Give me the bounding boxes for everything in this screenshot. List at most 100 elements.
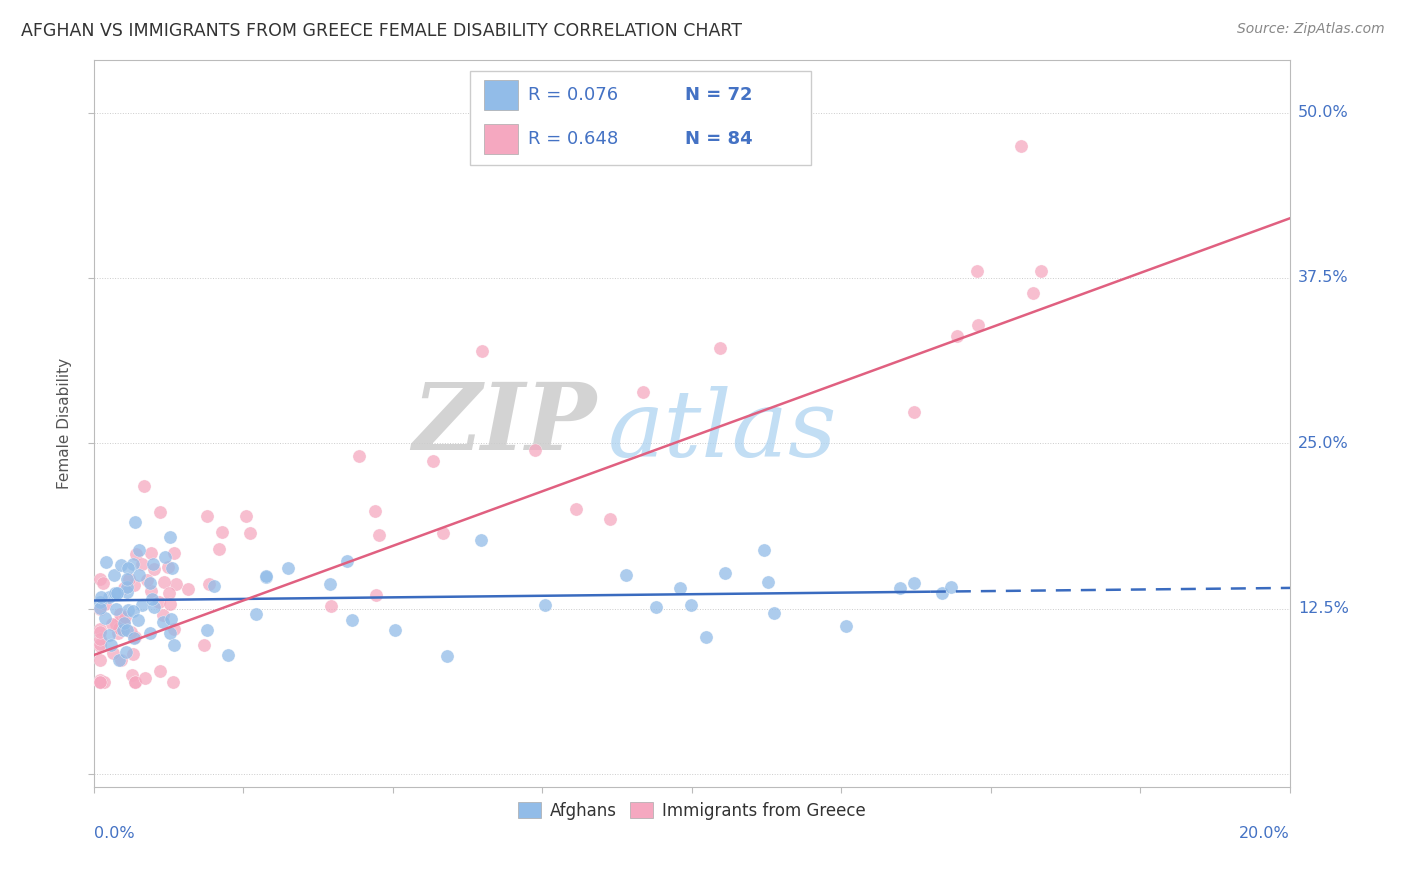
Point — [1029, 264, 1052, 278]
Point — [103, 646, 125, 660]
Point — [156, 560, 179, 574]
Legend: Afghans, Immigrants from Greece: Afghans, Immigrants from Greece — [512, 795, 872, 826]
Point — [134, 478, 156, 492]
Point — [163, 638, 186, 652]
Point — [889, 582, 911, 596]
Point — [752, 542, 775, 557]
Point — [93, 674, 115, 689]
Point — [101, 616, 124, 631]
Point — [131, 557, 153, 571]
Text: ZIP: ZIP — [412, 378, 596, 468]
Point — [432, 526, 454, 541]
Point — [436, 649, 458, 664]
Point — [139, 576, 162, 591]
Point — [1010, 138, 1032, 153]
Point — [176, 582, 198, 596]
Point — [763, 606, 786, 620]
Point — [103, 586, 125, 600]
Point — [714, 566, 737, 581]
Point — [645, 599, 668, 614]
Point — [695, 630, 717, 644]
Point — [89, 637, 111, 651]
Point — [89, 653, 111, 667]
Point — [110, 607, 132, 622]
Point — [153, 574, 176, 589]
Point — [336, 554, 359, 568]
Point — [534, 599, 557, 613]
Point — [1022, 286, 1045, 301]
Point — [89, 622, 111, 636]
Text: 20.0%: 20.0% — [1239, 826, 1289, 841]
Point — [121, 667, 143, 681]
Point — [128, 542, 150, 557]
Point — [90, 674, 112, 689]
Point — [89, 602, 111, 616]
Point — [967, 318, 990, 332]
Point — [108, 621, 131, 635]
Point — [565, 502, 588, 516]
Point — [115, 580, 138, 594]
Point — [319, 599, 342, 614]
Point — [217, 648, 239, 663]
Point — [384, 623, 406, 637]
Point — [364, 504, 387, 518]
Point — [94, 611, 117, 625]
Point — [108, 653, 131, 667]
Point — [162, 546, 184, 560]
Point — [89, 674, 111, 689]
Point — [160, 560, 183, 574]
Point — [141, 591, 163, 606]
Point — [89, 674, 111, 689]
Point — [89, 601, 111, 615]
Point — [110, 558, 132, 572]
Point — [834, 618, 856, 632]
Point — [159, 626, 181, 640]
Point — [114, 645, 136, 659]
Point — [631, 385, 654, 400]
Text: 50.0%: 50.0% — [1298, 105, 1348, 120]
Point — [756, 575, 779, 590]
Point — [105, 602, 128, 616]
Point — [124, 631, 146, 645]
Point — [117, 623, 139, 637]
Text: 37.5%: 37.5% — [1298, 270, 1348, 285]
Point — [89, 639, 111, 653]
Point — [142, 600, 165, 615]
Text: Source: ZipAtlas.com: Source: ZipAtlas.com — [1237, 22, 1385, 37]
Text: 12.5%: 12.5% — [1298, 601, 1348, 616]
Point — [254, 568, 277, 582]
Point — [366, 588, 388, 602]
Point — [110, 612, 132, 626]
Point — [124, 674, 146, 689]
Point — [122, 558, 145, 572]
Point — [94, 555, 117, 569]
Point — [134, 671, 156, 685]
Point — [135, 573, 157, 587]
Point — [89, 572, 111, 586]
Point — [152, 608, 174, 623]
Point — [89, 595, 111, 609]
Point — [681, 598, 703, 612]
Point — [235, 508, 257, 523]
Point — [245, 607, 267, 622]
Point — [112, 581, 135, 595]
Point — [368, 528, 391, 542]
Point — [89, 674, 111, 689]
Point — [117, 603, 139, 617]
Point — [112, 623, 135, 637]
Point — [115, 585, 138, 599]
Point — [141, 546, 163, 560]
Point — [122, 647, 145, 661]
Text: 0.0%: 0.0% — [94, 826, 135, 841]
Y-axis label: Female Disability: Female Disability — [58, 358, 72, 489]
Point — [165, 577, 187, 591]
Point — [124, 631, 146, 645]
Point — [254, 570, 277, 584]
Point — [159, 598, 181, 612]
Point — [105, 586, 128, 600]
Point — [939, 580, 962, 594]
Point — [202, 578, 225, 592]
Point — [277, 561, 299, 575]
Point — [94, 597, 117, 611]
Point — [124, 548, 146, 562]
